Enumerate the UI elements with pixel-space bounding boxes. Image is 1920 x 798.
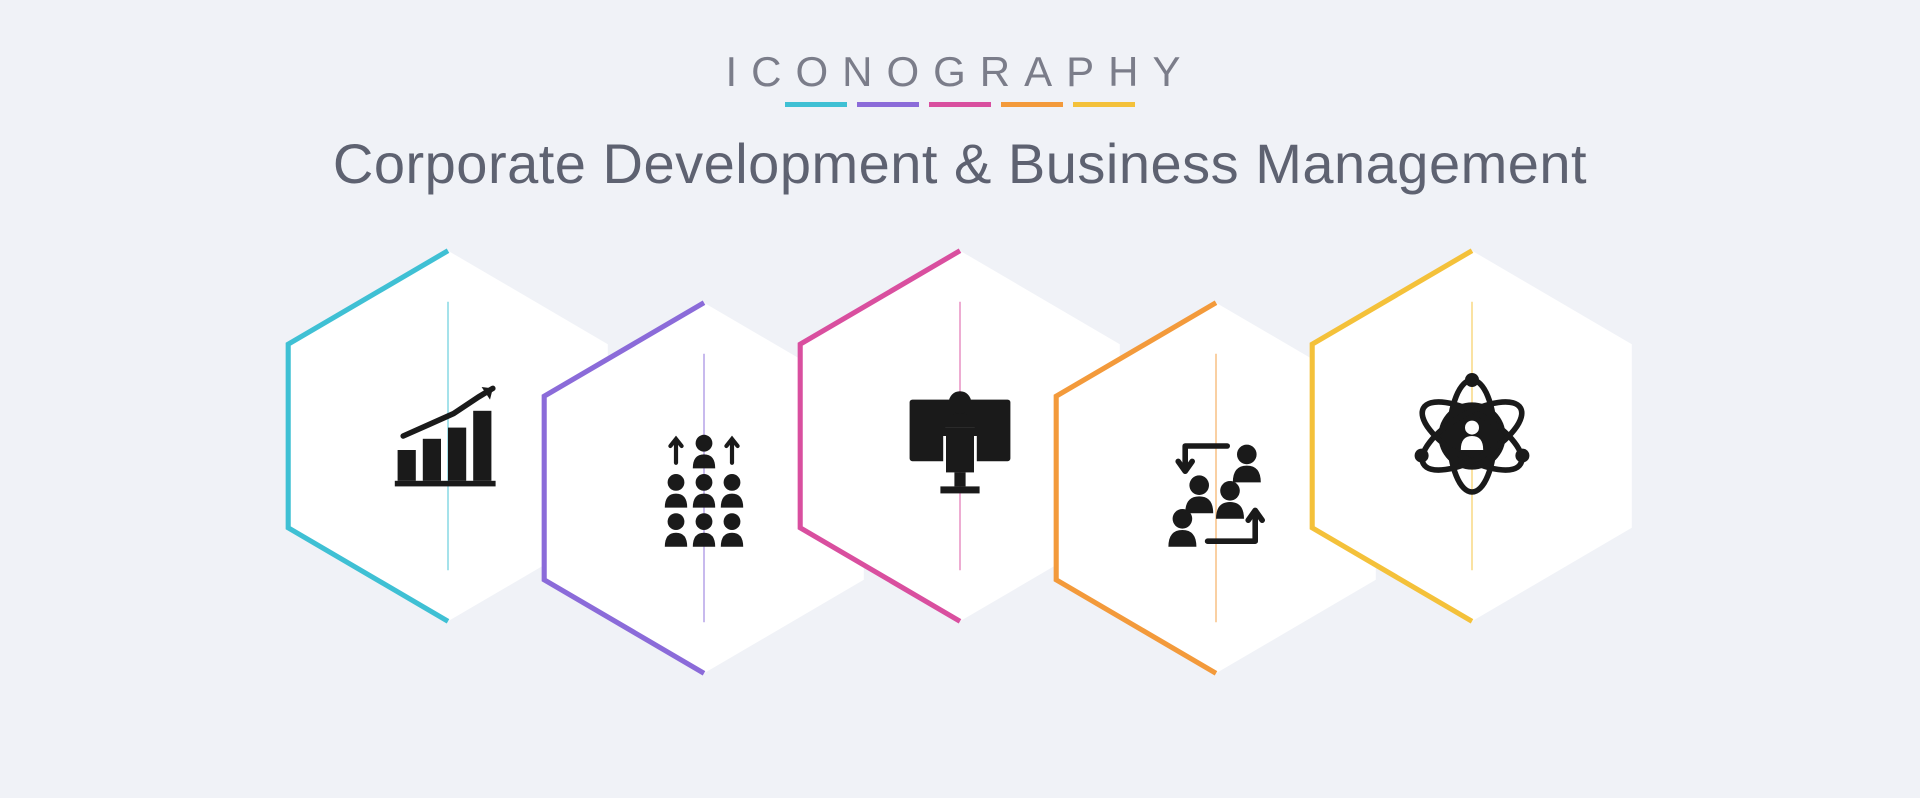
hex-card xyxy=(1302,240,1642,632)
header: ICONOGRAPHY Corporate Development & Busi… xyxy=(0,0,1920,196)
page-title: Corporate Development & Business Managem… xyxy=(0,131,1920,196)
hex-row xyxy=(0,266,1920,658)
underline-seg xyxy=(785,102,847,107)
underline-seg xyxy=(929,102,991,107)
brand-label: ICONOGRAPHY xyxy=(0,48,1920,96)
underline-seg xyxy=(1073,102,1135,107)
atom-person-icon xyxy=(1402,366,1542,506)
rotation-icon xyxy=(1146,418,1286,558)
underline-seg xyxy=(1001,102,1063,107)
podium-icon xyxy=(890,366,1030,506)
team-growth-icon xyxy=(634,418,774,558)
underline-row xyxy=(0,102,1920,107)
underline-seg xyxy=(857,102,919,107)
bar-chart-icon xyxy=(378,366,518,506)
